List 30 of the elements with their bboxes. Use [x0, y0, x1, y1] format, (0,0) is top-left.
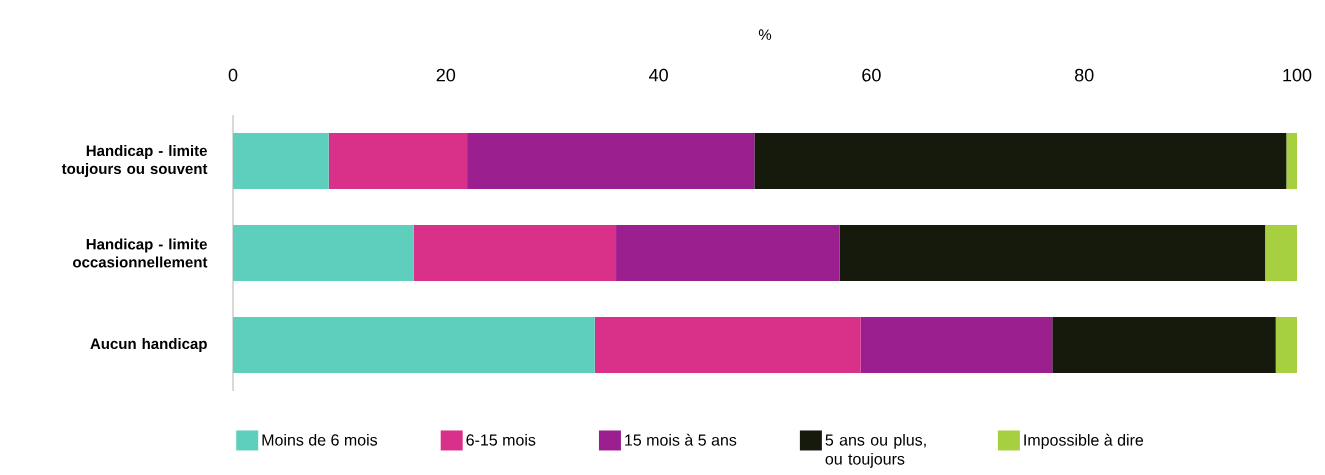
bar	[594, 316, 861, 374]
bar	[467, 132, 755, 190]
legend-label: 6-15 mois	[466, 433, 536, 446]
bar	[1265, 224, 1297, 282]
x-tick-label: 60	[862, 68, 881, 82]
bar	[413, 224, 617, 282]
bar	[616, 224, 840, 282]
bar	[860, 316, 1053, 374]
x-tick-label: 100	[1283, 68, 1312, 82]
x-tick-label: 0	[228, 68, 238, 82]
bar	[1052, 316, 1276, 374]
bar	[328, 132, 468, 190]
y-tick-label: Handicap - limite toujours ou souvent	[61, 145, 208, 177]
x-tick-label: 20	[436, 68, 456, 82]
bar	[754, 132, 1287, 190]
bar	[839, 224, 1266, 282]
bar	[233, 224, 414, 282]
legend-label: Moins de 6 mois	[262, 433, 378, 446]
x-axis-title: %	[758, 29, 772, 40]
x-tick-label: 80	[1074, 68, 1094, 82]
bar	[1286, 132, 1297, 190]
x-tick-label: 40	[649, 68, 668, 82]
legend-label: 15 mois à 5 ans	[625, 433, 737, 446]
bar	[233, 316, 595, 374]
legend-label: 5 ans ou plus, ou toujours	[825, 433, 926, 468]
bar	[233, 132, 329, 190]
bar	[1275, 316, 1297, 374]
legend-label: Impossible à dire	[1024, 433, 1144, 449]
y-tick-label: Handicap - limite occasionnellement	[73, 238, 208, 268]
y-tick-label: Aucun handicap	[90, 338, 207, 352]
